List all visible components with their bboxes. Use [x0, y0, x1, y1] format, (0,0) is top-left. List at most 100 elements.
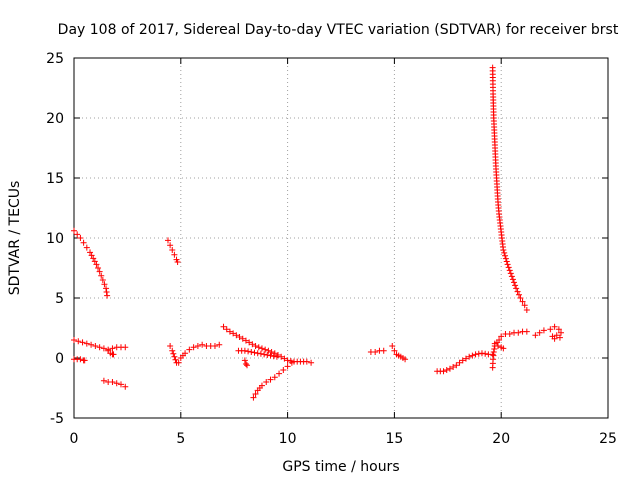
seg-4-point: [100, 377, 107, 384]
x-tick-label: 10: [279, 431, 297, 447]
x-tick-label: 20: [492, 431, 510, 447]
seg-8-point: [255, 344, 262, 351]
seg-9-point: [264, 352, 271, 358]
data-points: [71, 64, 565, 401]
seg-11-point: [267, 376, 274, 383]
seg-1-point: [101, 281, 108, 288]
seg-15-point: [521, 302, 528, 309]
seg-7-point: [170, 350, 177, 357]
seg-2-point: [122, 344, 129, 351]
seg-8-point: [223, 326, 230, 333]
seg-3-point: [81, 357, 88, 364]
seg-6-point: [174, 259, 181, 265]
seg-7-point: [175, 359, 182, 366]
seg-9-point: [270, 353, 277, 360]
x-axis-label: GPS time / hours: [282, 459, 399, 475]
seg-9-point: [245, 348, 252, 355]
seg-14-point: [482, 350, 489, 357]
seg-7-point: [186, 346, 193, 353]
seg-19-point: [558, 329, 565, 336]
seg-1-point: [74, 231, 81, 238]
seg-15-point: [523, 307, 530, 313]
seg-8-point: [271, 350, 278, 357]
seg-1-point: [95, 265, 102, 271]
seg-16-point: [498, 333, 505, 340]
seg-14-point: [466, 353, 473, 360]
seg-11-point: [271, 374, 278, 381]
seg-16-point: [506, 331, 513, 337]
seg-7-point: [199, 341, 206, 348]
seg-13-point: [389, 343, 396, 349]
seg-2-point: [75, 338, 82, 345]
seg-15-point: [504, 261, 511, 268]
y-tick-label: 5: [55, 291, 64, 307]
seg-17-point: [494, 343, 501, 349]
seg-15-point: [508, 273, 515, 280]
seg-4-point: [109, 379, 116, 385]
seg-15-point: [507, 270, 514, 277]
seg-13-point: [402, 356, 409, 363]
seg-1-point: [96, 268, 103, 275]
seg-11-point: [250, 394, 257, 401]
seg-11-point: [258, 382, 265, 389]
seg-15-point: [509, 276, 516, 283]
chart-title: Day 108 of 2017, Sidereal Day-to-day VTE…: [58, 22, 619, 38]
y-tick-label: 20: [46, 111, 64, 127]
seg-15-point: [505, 264, 512, 271]
seg-15-point: [502, 255, 509, 262]
x-tick-label: 15: [385, 431, 403, 447]
seg-9-point: [251, 349, 258, 356]
seg-8-point: [239, 335, 246, 342]
seg-11-point: [252, 391, 259, 397]
seg-12-point: [372, 349, 379, 355]
seg-11-point: [280, 367, 287, 373]
seg-19-point: [555, 326, 562, 333]
seg-4-point: [122, 383, 129, 390]
seg-14-point: [440, 368, 447, 375]
seg-8-point: [249, 341, 256, 348]
seg-18-point: [536, 329, 543, 336]
seg-11-point: [288, 359, 295, 366]
seg-15-point: [501, 249, 508, 256]
seg-18-point: [532, 332, 539, 339]
seg-6-point: [167, 242, 174, 249]
seg-16-point: [496, 337, 503, 343]
seg-16-point: [515, 329, 522, 336]
seg-10-point: [244, 362, 251, 369]
seg-10-point: [242, 361, 249, 367]
seg-14-point: [453, 362, 460, 369]
seg-11-point: [263, 379, 270, 385]
seg-15-point: [512, 282, 519, 289]
seg-8-point: [230, 330, 237, 337]
seg-1-point: [80, 239, 87, 246]
seg-15-point: [503, 258, 510, 265]
seg-15-point: [511, 279, 518, 286]
seg-7-point: [167, 343, 174, 349]
seg-7-point: [216, 341, 223, 348]
seg-2-point: [71, 337, 77, 343]
seg-9-point: [261, 351, 268, 358]
y-tick-label: 10: [46, 231, 64, 247]
seg-8-point: [226, 328, 233, 335]
seg-12-point: [380, 347, 387, 354]
seg-8-point: [236, 334, 243, 340]
seg-2-point: [88, 341, 95, 348]
seg-8-point: [268, 349, 275, 355]
seg-8-point: [246, 339, 253, 346]
seg-14-point: [459, 357, 466, 364]
seg-14-point: [475, 350, 482, 357]
seg-15-point: [513, 285, 520, 292]
x-tick-label: 25: [599, 431, 617, 447]
y-tick-label: 25: [46, 51, 64, 67]
y-tick-label: -5: [50, 411, 64, 427]
y-axis-ticks: -5 0 5 10 15 20 25: [46, 51, 608, 427]
seg-13-point: [391, 347, 398, 354]
seg-2-point: [92, 343, 99, 349]
seg-2-point: [109, 345, 116, 352]
seg-2-point: [96, 344, 103, 351]
seg-15-point: [506, 267, 513, 274]
seg-19-point: [556, 334, 563, 341]
seg-5-point: [110, 351, 117, 358]
seg-4-point: [117, 381, 124, 388]
seg-8-point: [284, 357, 291, 364]
